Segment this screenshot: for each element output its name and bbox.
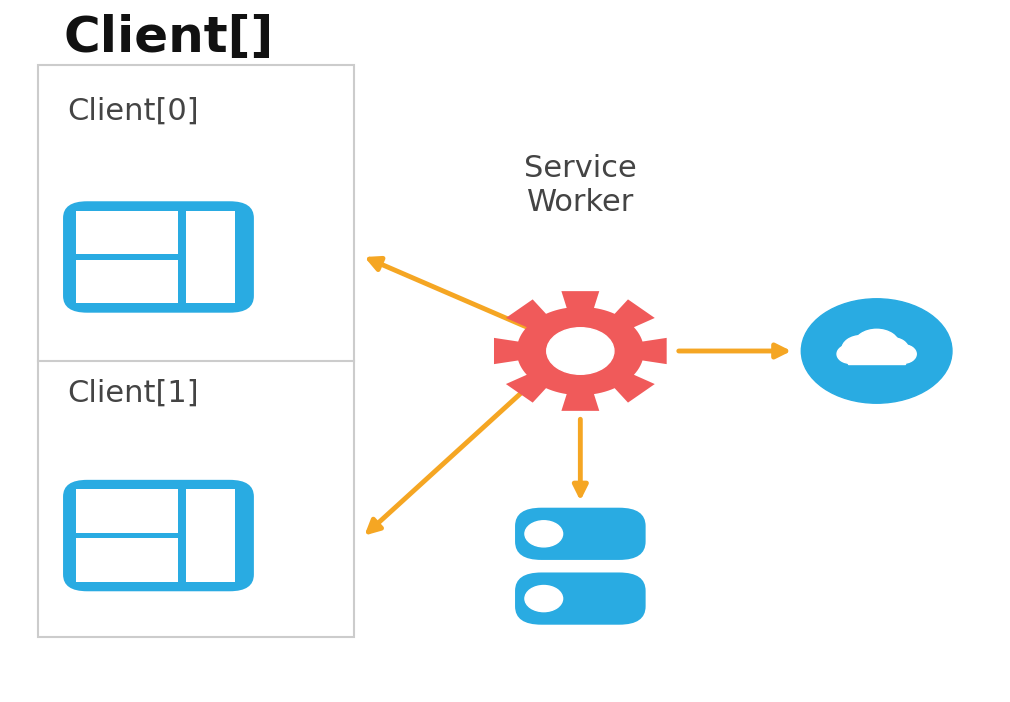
FancyBboxPatch shape [38, 65, 355, 637]
Circle shape [837, 345, 865, 364]
FancyBboxPatch shape [63, 480, 254, 591]
Bar [186, 489, 235, 582]
Bar [848, 351, 905, 364]
Bar [77, 489, 178, 533]
Circle shape [525, 521, 563, 547]
Circle shape [525, 585, 563, 611]
Text: Service
Worker: Service Worker [524, 154, 636, 216]
Circle shape [889, 345, 916, 364]
Circle shape [854, 329, 899, 361]
Text: Client[1]: Client[1] [68, 378, 199, 407]
Text: Client[0]: Client[0] [68, 96, 199, 125]
Bar [77, 260, 178, 303]
Circle shape [801, 299, 952, 403]
Circle shape [876, 338, 908, 361]
Bar [186, 211, 235, 303]
FancyBboxPatch shape [515, 572, 645, 625]
Text: Client[]: Client[] [64, 13, 274, 62]
Circle shape [842, 336, 881, 363]
Bar [77, 211, 178, 254]
FancyBboxPatch shape [515, 508, 645, 560]
Circle shape [546, 328, 614, 374]
Polygon shape [494, 291, 667, 411]
Bar [77, 538, 178, 582]
FancyBboxPatch shape [63, 201, 254, 312]
